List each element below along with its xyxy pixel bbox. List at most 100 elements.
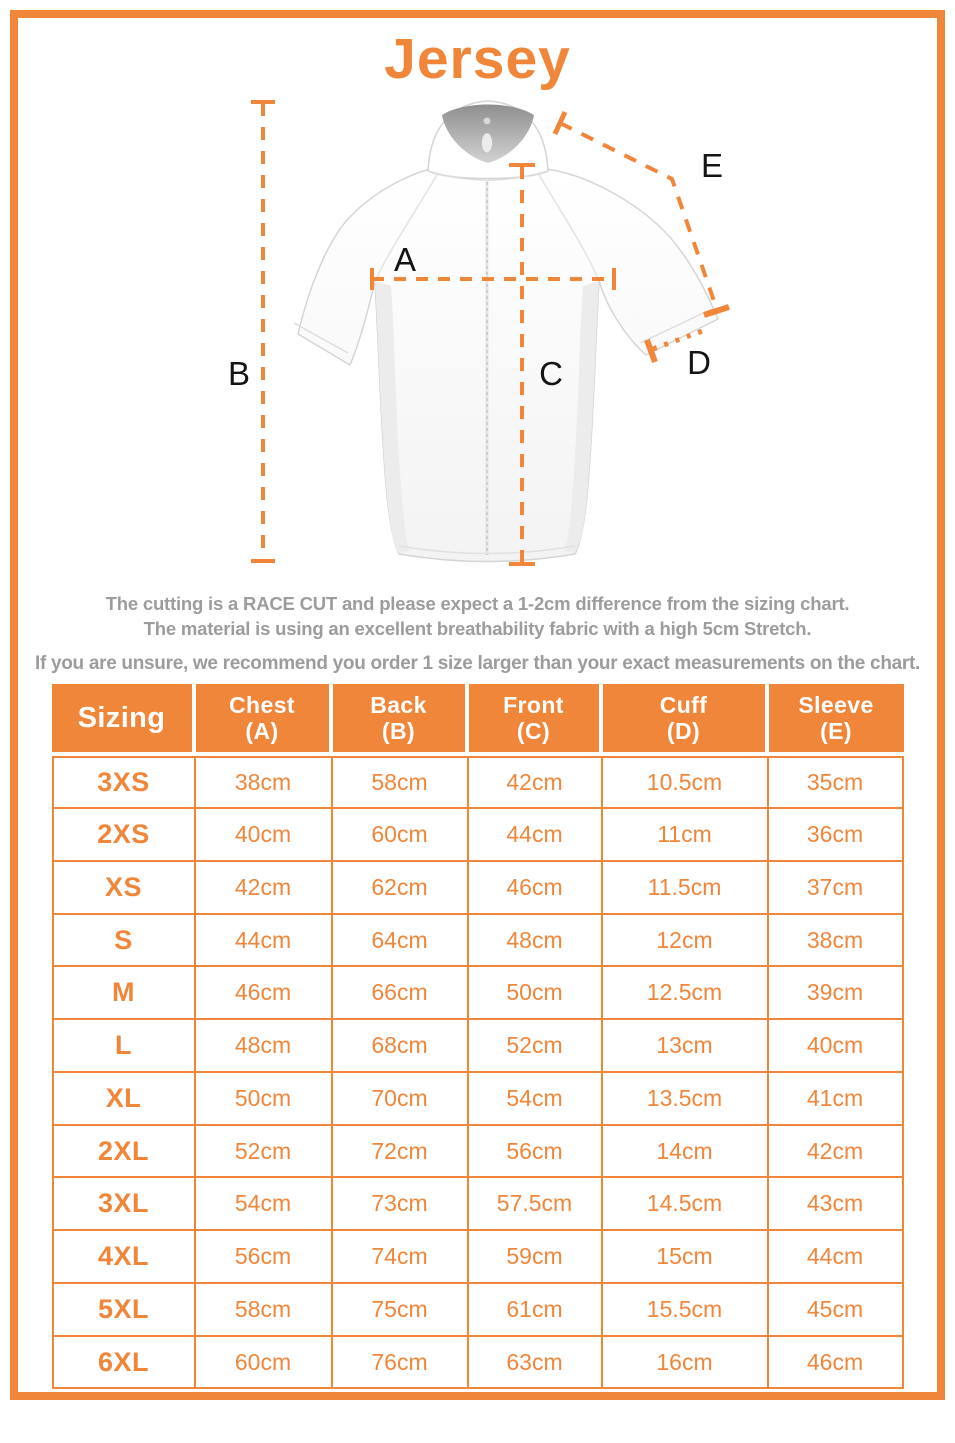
measure-label-a: A — [394, 241, 416, 278]
size-label-cell: M — [51, 967, 196, 1021]
header-sleeve: Sleeve (E) — [768, 684, 904, 753]
measurement-cell: 14.5cm — [602, 1178, 769, 1232]
measure-line-e — [552, 110, 730, 318]
measurement-cell: 12.5cm — [602, 967, 769, 1021]
measurement-cell: 45cm — [768, 1283, 904, 1337]
size-label-cell: XL — [51, 1072, 196, 1126]
header-sublabel: (D) — [666, 718, 701, 745]
measurement-cell: 10.5cm — [602, 756, 769, 810]
measurement-cell: 63cm — [468, 1336, 603, 1390]
size-label-cell: S — [51, 914, 196, 968]
measure-line-b — [251, 99, 275, 563]
measurement-cell: 40cm — [768, 1020, 904, 1073]
measure-label-c: C — [539, 355, 563, 392]
measurement-cell: 56cm — [195, 1231, 333, 1284]
measurement-cell: 64cm — [332, 914, 469, 968]
measurement-cell: 42cm — [468, 756, 603, 810]
measurement-cell: 76cm — [332, 1336, 469, 1390]
header-sublabel: (A) — [245, 718, 279, 745]
measure-label-e: E — [701, 147, 723, 184]
cutting-notes: The cutting is a RACE CUT and please exp… — [18, 591, 937, 642]
measurement-cell: 36cm — [768, 809, 904, 862]
measurement-cell: 54cm — [468, 1072, 603, 1126]
header-cuff: Cuff (D) — [602, 684, 765, 753]
measurement-cell: 56cm — [468, 1125, 603, 1179]
size-label-cell: 3XS — [51, 756, 196, 810]
size-label-cell: L — [51, 1020, 196, 1073]
header-sublabel: (C) — [516, 718, 551, 745]
measurement-cell: 61cm — [468, 1283, 603, 1337]
measurement-cell: 54cm — [195, 1178, 333, 1232]
size-label-cell: 4XL — [51, 1231, 196, 1284]
measurement-cell: 48cm — [468, 914, 603, 968]
header-back: Back (B) — [332, 684, 465, 753]
measurement-cell: 59cm — [468, 1231, 603, 1284]
measurement-cell: 48cm — [195, 1020, 333, 1073]
header-label: Chest — [229, 691, 295, 718]
measurement-cell: 52cm — [468, 1020, 603, 1073]
measurement-cell: 13.5cm — [602, 1072, 769, 1126]
header-label: Sleeve — [798, 691, 874, 718]
size-label-cell: 3XL — [51, 1178, 196, 1232]
measurement-cell: 40cm — [195, 809, 333, 862]
measurement-cell: 52cm — [195, 1125, 333, 1179]
measurement-cell: 58cm — [195, 1283, 333, 1337]
measurement-cell: 46cm — [768, 1336, 904, 1390]
sizing-table: Sizing Chest (A) Back (B) Front (C) Cuff… — [51, 684, 904, 1390]
measure-label-b: B — [228, 355, 250, 392]
size-label-cell: 2XS — [51, 809, 196, 862]
measurement-cell: 38cm — [768, 914, 904, 968]
measurement-cell: 11.5cm — [602, 861, 769, 915]
header-label: Cuff — [659, 691, 708, 718]
measurement-cell: 44cm — [768, 1231, 904, 1284]
measurement-cell: 12cm — [602, 914, 769, 968]
header-label: Back — [370, 691, 427, 718]
measurement-cell: 37cm — [768, 861, 904, 915]
jersey-figure: A B C D E — [18, 91, 937, 591]
sizing-table-body: 3XS 38cm 58cm 42cm 10.5cm 35cm 2XS 40cm 60cm 44cm… — [51, 756, 904, 1390]
measurement-cell: 42cm — [195, 861, 333, 915]
measurement-cell: 46cm — [195, 967, 333, 1021]
measurement-cell: 73cm — [332, 1178, 469, 1232]
header-sublabel: (B) — [381, 718, 416, 745]
measurement-cell: 70cm — [332, 1072, 469, 1126]
table-header-row: Sizing Chest (A) Back (B) Front (C) Cuff… — [51, 684, 904, 756]
measurement-cell: 60cm — [332, 809, 469, 862]
zipper — [481, 116, 493, 555]
measurement-cell: 38cm — [195, 756, 333, 810]
jersey-illustration: A B C D E — [228, 99, 730, 566]
size-label-cell: 6XL — [51, 1336, 196, 1390]
page-title: Jersey — [384, 27, 571, 91]
measurement-cell: 42cm — [768, 1125, 904, 1179]
measurement-cell: 16cm — [602, 1336, 769, 1390]
measurement-cell: 57.5cm — [468, 1178, 603, 1232]
measurement-lines — [251, 99, 730, 566]
measurement-cell: 39cm — [768, 967, 904, 1021]
measurement-cell: 46cm — [468, 861, 603, 915]
measurement-cell: 68cm — [332, 1020, 469, 1073]
header-sublabel: (E) — [820, 718, 852, 745]
measurement-cell: 15.5cm — [602, 1283, 769, 1337]
measure-line-d — [644, 326, 709, 363]
measurement-cell: 15cm — [602, 1231, 769, 1284]
jersey-body — [293, 99, 719, 562]
measurement-cell: 72cm — [332, 1125, 469, 1179]
size-label-cell: 2XL — [51, 1125, 196, 1179]
measurement-cell: 74cm — [332, 1231, 469, 1284]
measurement-cell: 13cm — [602, 1020, 769, 1073]
measure-label-d: D — [687, 344, 711, 381]
header-label: Front — [503, 691, 564, 718]
size-advice: If you are unsure, we recommend you orde… — [34, 652, 920, 674]
measurement-cell: 58cm — [332, 756, 469, 810]
measure-line-c — [509, 162, 535, 566]
measurement-cell: 66cm — [332, 967, 469, 1021]
measurement-cell: 14cm — [602, 1125, 769, 1179]
header-front: Front (C) — [468, 684, 599, 753]
header-chest: Chest (A) — [195, 684, 329, 753]
measurement-cell: 41cm — [768, 1072, 904, 1126]
measurement-cell: 50cm — [195, 1072, 333, 1126]
measure-line-a — [370, 267, 616, 290]
measurement-cell: 62cm — [332, 861, 469, 915]
measurement-cell: 44cm — [195, 914, 333, 968]
note-material: The material is using an excellent breat… — [143, 618, 812, 640]
